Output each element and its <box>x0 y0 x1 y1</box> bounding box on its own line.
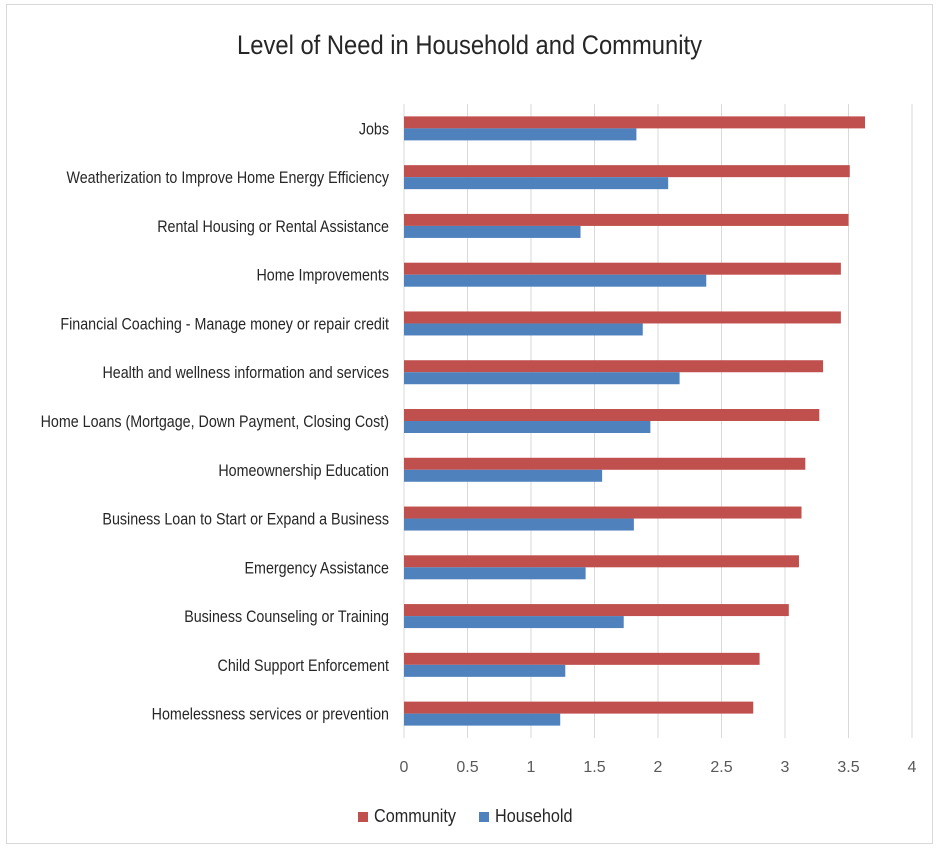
category-label: Business Loan to Start or Expand a Busin… <box>102 510 389 529</box>
bar-community-6 <box>404 409 820 421</box>
category-label: Homeownership Education <box>218 461 389 480</box>
bar-community-12 <box>404 701 754 714</box>
category-label: Jobs <box>359 119 389 138</box>
bar-household-1 <box>404 177 669 190</box>
legend-label-household: Household <box>494 806 573 826</box>
bar-household-5 <box>404 372 680 385</box>
bar-household-12 <box>404 713 561 726</box>
x-tick-label: 2 <box>654 759 663 776</box>
bar-household-6 <box>404 421 651 433</box>
legend-label-community: Community <box>373 806 456 826</box>
bar-household-3 <box>404 274 707 287</box>
x-tick-label: 0 <box>400 759 409 776</box>
category-label: Child Support Enforcement <box>218 656 390 675</box>
bar-household-10 <box>404 616 624 629</box>
legend-swatch-household <box>478 811 489 822</box>
x-tick-label: 2.5 <box>710 759 732 776</box>
bar-community-4 <box>404 311 841 324</box>
x-tick-label: 4 <box>908 759 917 776</box>
bar-household-4 <box>404 323 643 336</box>
bar-community-9 <box>404 555 799 568</box>
x-tick-label: 1 <box>527 759 536 776</box>
x-tick-label: 3 <box>781 759 790 776</box>
bar-community-10 <box>404 604 789 617</box>
bar-community-11 <box>404 652 760 665</box>
category-label: Health and wellness information and serv… <box>102 363 389 382</box>
legend: Community Household <box>0 806 939 827</box>
bar-community-7 <box>404 457 806 470</box>
x-tick-label: 1.5 <box>583 759 605 776</box>
bar-community-8 <box>404 506 802 519</box>
bar-community-5 <box>404 360 824 373</box>
category-label: Rental Housing or Rental Assistance <box>157 217 389 236</box>
legend-item-household: Household <box>478 806 581 827</box>
category-label: Weatherization to Improve Home Energy Ef… <box>66 168 389 187</box>
category-label: Home Loans (Mortgage, Down Payment, Clos… <box>41 412 389 431</box>
bar-household-0 <box>404 128 637 141</box>
category-label: Home Improvements <box>256 266 389 285</box>
bar-household-7 <box>404 469 603 482</box>
legend-item-community: Community <box>357 806 465 827</box>
bar-household-2 <box>404 225 581 238</box>
legend-swatch-community <box>357 811 368 822</box>
chart-title: Level of Need in Household and Community <box>237 30 702 60</box>
x-tick-label: 0.5 <box>456 759 478 776</box>
bar-community-3 <box>404 262 841 275</box>
bar-community-1 <box>404 165 850 178</box>
category-label: Business Counseling or Training <box>184 607 389 626</box>
bar-community-0 <box>404 116 866 129</box>
bar-household-11 <box>404 664 566 677</box>
bar-community-2 <box>404 213 849 226</box>
bar-household-8 <box>404 518 634 531</box>
category-label: Homelessness services or prevention <box>152 705 389 724</box>
category-label: Emergency Assistance <box>245 558 389 577</box>
bar-household-9 <box>404 567 586 580</box>
category-label: Financial Coaching - Manage money or rep… <box>60 314 389 333</box>
x-tick-label: 3.5 <box>837 759 859 776</box>
